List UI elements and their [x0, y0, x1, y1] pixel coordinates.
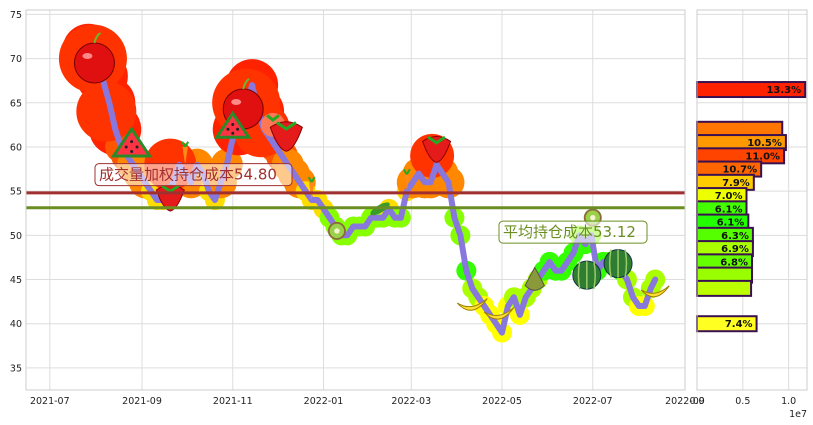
kiwi-icon — [327, 221, 346, 240]
apple-icon — [73, 32, 115, 84]
side-frame — [696, 9, 808, 391]
melon-icon — [572, 260, 602, 290]
x-tick-label: 2021-11 — [213, 396, 253, 407]
side-bar-label: 6.1% — [715, 204, 743, 215]
y-tick-label: 40 — [10, 319, 22, 330]
side-bar-label: 7.0% — [715, 191, 743, 202]
side-bar-label: 7.4% — [725, 319, 753, 330]
y-tick-label: 75 — [10, 10, 22, 21]
x-tick-label: 2022-03 — [391, 396, 431, 407]
cost-blob-peak — [76, 81, 137, 142]
watermelon-slice-icon — [213, 110, 252, 139]
vwap-cost-label: 成交量加权持仓成本54.80 — [99, 166, 277, 184]
side-x-tick-label: 0.0 — [689, 396, 704, 407]
side-bar-label: 13.3% — [766, 85, 801, 96]
x-tick-label: 2022-01 — [304, 396, 344, 407]
banana-icon — [640, 285, 670, 298]
side-bars: 13.3% 10.5% 11.0% 10.7% 7.9% 7.0% 6.1% 6.1% 6.3%… — [696, 81, 807, 333]
vwap-label-box — [94, 163, 293, 187]
reference-lines: 成交量加权持仓成本54.80 平均持仓成本53.12 — [26, 163, 685, 244]
x-tick-label: 2022-07 — [573, 396, 613, 407]
side-axes: 0.0 0.5 1.0 1e7 — [689, 9, 808, 420]
side-x-offset-label: 1e7 — [789, 409, 807, 420]
side-bar-label: 10.5% — [747, 138, 782, 149]
side-bar-label: 7.9% — [722, 178, 750, 189]
banana-icon — [456, 298, 488, 311]
x-tick-label: 2021-07 — [30, 396, 70, 407]
carrot-icon — [402, 168, 411, 191]
side-bar — [696, 279, 753, 297]
side-bar-label: 6.3% — [721, 231, 749, 242]
watermelon-slice-icon — [110, 126, 153, 158]
x-tick-label: 2021-09 — [122, 396, 162, 407]
avg-cost-label: 平均持仓成本53.12 — [503, 223, 636, 241]
pear-icon — [524, 266, 545, 291]
y-tick-label: 55 — [10, 187, 22, 198]
y-tick-label: 50 — [10, 231, 22, 242]
carrot-icon — [181, 141, 190, 165]
side-x-tick-label: 1.0 — [781, 396, 796, 407]
x-tick-label: 2022-05 — [482, 396, 522, 407]
side-bar-label: 6.1% — [717, 218, 745, 229]
banana-icon — [483, 307, 515, 320]
side-bar-label: 11.0% — [745, 151, 780, 162]
side-bar-label: 6.9% — [721, 244, 749, 255]
side-x-tick-label: 0.5 — [735, 396, 750, 407]
y-tick-label: 35 — [10, 363, 22, 374]
melon-icon — [603, 249, 633, 279]
avg-label-box — [498, 220, 648, 244]
strawberry-icon — [421, 135, 452, 163]
carrot-icon — [307, 176, 316, 201]
strawberry-icon — [269, 121, 303, 152]
side-bar-label: 6.8% — [720, 257, 748, 268]
y-tick-label: 60 — [10, 142, 22, 153]
x-tick-label: 2022-09 — [665, 396, 705, 407]
y-tick-label: 65 — [10, 98, 22, 109]
y-tick-label: 45 — [10, 275, 22, 286]
main-frame — [25, 9, 686, 391]
main-axes: 35 40 45 50 55 60 65 70 75 2021-07 2021-09 2021-11 2… — [10, 9, 705, 407]
side-bar-label: 10.7% — [722, 165, 757, 176]
y-tick-label: 70 — [10, 54, 22, 65]
